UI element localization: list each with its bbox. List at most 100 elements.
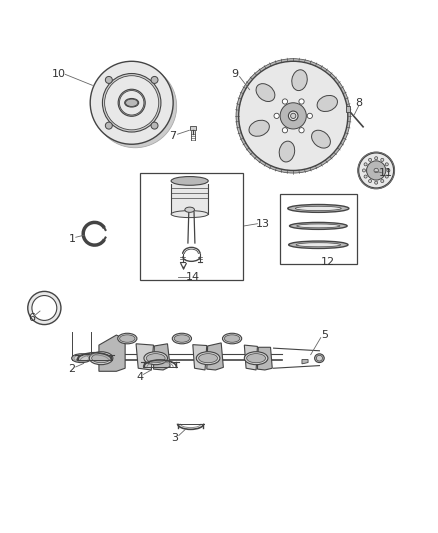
Ellipse shape xyxy=(239,61,348,171)
Ellipse shape xyxy=(381,158,384,161)
Ellipse shape xyxy=(118,333,137,344)
Polygon shape xyxy=(99,335,125,372)
Ellipse shape xyxy=(368,158,371,161)
Ellipse shape xyxy=(144,352,167,365)
Ellipse shape xyxy=(28,292,61,325)
Ellipse shape xyxy=(288,205,349,212)
Text: 11: 11 xyxy=(379,168,393,177)
Ellipse shape xyxy=(151,76,158,84)
Ellipse shape xyxy=(105,122,112,129)
Polygon shape xyxy=(153,344,170,370)
Ellipse shape xyxy=(283,127,288,133)
Text: 5: 5 xyxy=(321,330,328,341)
Ellipse shape xyxy=(367,161,386,180)
Ellipse shape xyxy=(317,95,337,111)
Ellipse shape xyxy=(185,207,194,212)
Ellipse shape xyxy=(172,333,191,344)
Text: 14: 14 xyxy=(186,272,200,282)
Ellipse shape xyxy=(249,120,269,136)
Ellipse shape xyxy=(174,335,190,342)
Ellipse shape xyxy=(223,333,242,344)
Ellipse shape xyxy=(32,295,57,320)
Ellipse shape xyxy=(280,103,306,129)
Ellipse shape xyxy=(290,113,296,118)
Polygon shape xyxy=(258,348,272,370)
Ellipse shape xyxy=(247,354,265,363)
Ellipse shape xyxy=(125,99,139,107)
Polygon shape xyxy=(302,359,308,364)
Text: 9: 9 xyxy=(232,69,239,79)
Ellipse shape xyxy=(364,163,367,166)
Ellipse shape xyxy=(89,352,113,365)
Text: 13: 13 xyxy=(256,219,270,229)
Text: 2: 2 xyxy=(68,364,75,374)
Polygon shape xyxy=(244,345,258,370)
Ellipse shape xyxy=(120,91,144,115)
Ellipse shape xyxy=(105,76,112,84)
Ellipse shape xyxy=(256,84,275,101)
Ellipse shape xyxy=(311,130,330,148)
Ellipse shape xyxy=(359,153,394,188)
Ellipse shape xyxy=(151,122,158,129)
Ellipse shape xyxy=(126,99,138,107)
Text: 6: 6 xyxy=(28,313,35,323)
Text: 12: 12 xyxy=(321,257,335,267)
Text: 10: 10 xyxy=(52,69,66,79)
Ellipse shape xyxy=(102,74,161,132)
Ellipse shape xyxy=(118,89,145,116)
Ellipse shape xyxy=(387,169,390,172)
Ellipse shape xyxy=(364,175,367,178)
Ellipse shape xyxy=(374,157,378,160)
Ellipse shape xyxy=(314,354,324,362)
Bar xyxy=(346,106,350,111)
Ellipse shape xyxy=(307,113,312,118)
Text: 8: 8 xyxy=(355,98,362,108)
Ellipse shape xyxy=(92,354,110,363)
Ellipse shape xyxy=(105,76,159,130)
Ellipse shape xyxy=(171,176,208,185)
Ellipse shape xyxy=(196,352,220,365)
Text: 7: 7 xyxy=(170,131,177,141)
Ellipse shape xyxy=(295,206,341,211)
Ellipse shape xyxy=(299,127,304,133)
Ellipse shape xyxy=(199,354,218,363)
Ellipse shape xyxy=(381,180,384,183)
Ellipse shape xyxy=(297,224,340,228)
Ellipse shape xyxy=(72,354,91,362)
Ellipse shape xyxy=(289,241,348,248)
Text: 3: 3 xyxy=(171,433,178,442)
Bar xyxy=(280,195,357,264)
Ellipse shape xyxy=(288,111,298,120)
Polygon shape xyxy=(207,343,223,370)
Ellipse shape xyxy=(368,180,371,183)
Text: 4: 4 xyxy=(136,372,143,382)
Ellipse shape xyxy=(279,141,295,162)
Text: 1: 1 xyxy=(68,234,75,244)
Ellipse shape xyxy=(385,175,389,178)
Ellipse shape xyxy=(283,99,288,104)
Bar xyxy=(190,126,196,130)
Ellipse shape xyxy=(90,61,173,144)
Ellipse shape xyxy=(94,65,177,148)
Ellipse shape xyxy=(296,243,341,247)
Ellipse shape xyxy=(374,168,378,173)
Ellipse shape xyxy=(244,352,268,365)
Ellipse shape xyxy=(146,354,165,363)
Ellipse shape xyxy=(357,152,395,189)
Ellipse shape xyxy=(385,163,389,166)
Ellipse shape xyxy=(292,70,307,91)
Ellipse shape xyxy=(171,211,208,217)
Ellipse shape xyxy=(290,222,347,229)
Ellipse shape xyxy=(274,113,279,118)
Ellipse shape xyxy=(316,356,322,361)
Ellipse shape xyxy=(299,99,304,104)
Ellipse shape xyxy=(120,335,135,342)
Ellipse shape xyxy=(236,59,350,173)
Bar xyxy=(141,173,243,280)
Polygon shape xyxy=(136,344,153,370)
Ellipse shape xyxy=(362,169,365,172)
Ellipse shape xyxy=(374,181,378,184)
Ellipse shape xyxy=(224,335,240,342)
Ellipse shape xyxy=(74,355,89,361)
Polygon shape xyxy=(193,345,207,370)
